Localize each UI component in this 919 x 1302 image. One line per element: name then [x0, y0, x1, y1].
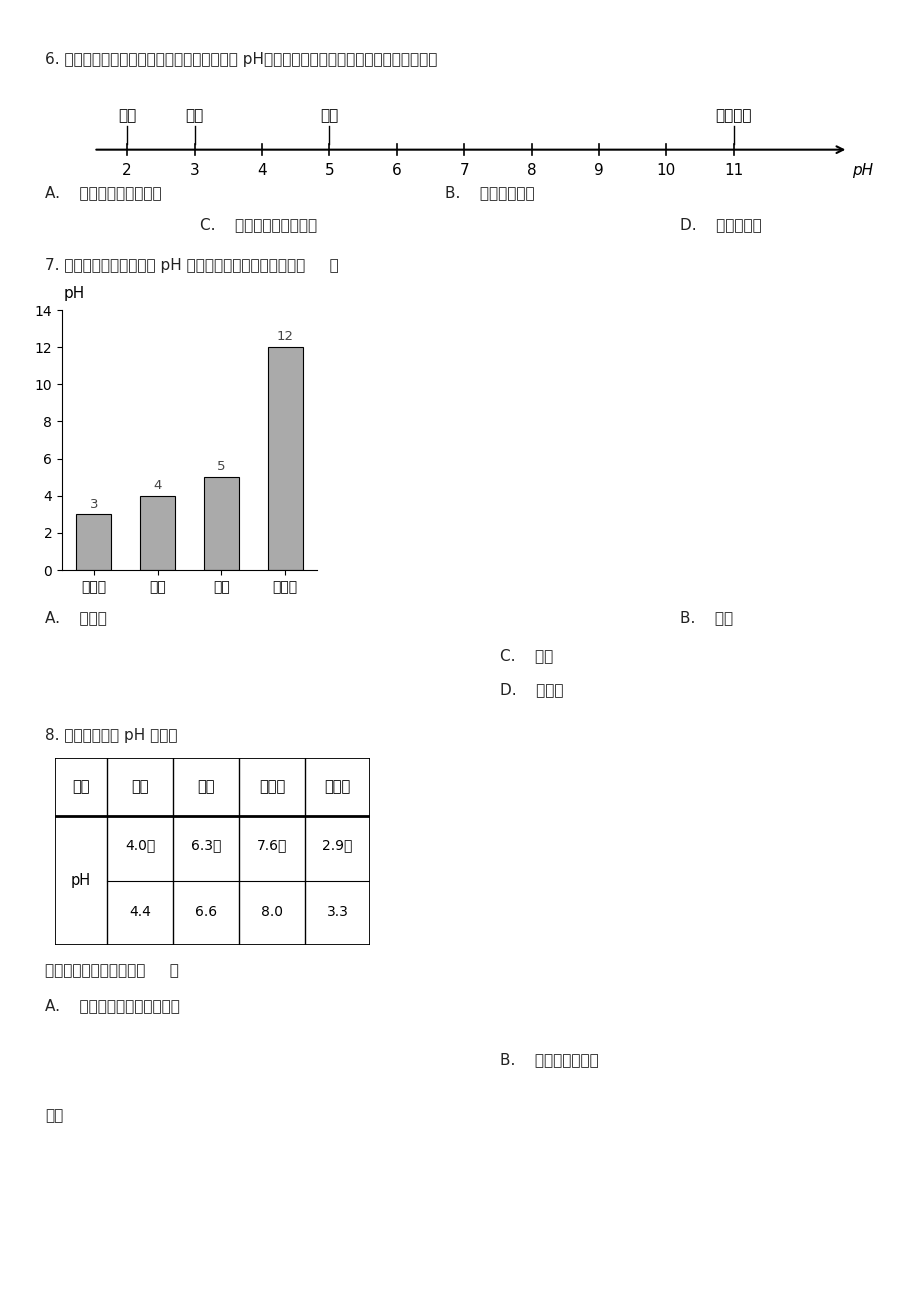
Text: pH: pH	[71, 874, 91, 888]
Text: A.    胃酸过多的人应少食苹果: A. 胃酸过多的人应少食苹果	[45, 999, 180, 1013]
Text: 7: 7	[459, 163, 469, 178]
Text: D.    洗发水: D. 洗发水	[499, 682, 562, 697]
Text: 3.3: 3.3	[326, 905, 348, 919]
Bar	[204, 477, 239, 570]
Text: 3: 3	[89, 497, 98, 510]
Text: A.    苹果汁: A. 苹果汁	[45, 611, 107, 625]
Text: 11: 11	[723, 163, 743, 178]
Text: 橘子: 橘子	[186, 108, 203, 122]
Text: pH: pH	[63, 285, 85, 301]
Text: 食物: 食物	[73, 780, 90, 794]
Text: 8. 一些食物近似 pH 如下表: 8. 一些食物近似 pH 如下表	[45, 728, 177, 743]
Text: D.    萝卜显中性: D. 萝卜显中性	[679, 217, 761, 232]
Text: 5: 5	[217, 461, 225, 474]
Text: 7. 某同学测得一些物质的 pH 如图所示，其中显碱性的是（     ）: 7. 某同学测得一些物质的 pH 如图所示，其中显碱性的是（ ）	[45, 258, 338, 273]
Text: 4: 4	[153, 479, 162, 492]
Text: 鸡蛋清: 鸡蛋清	[258, 780, 285, 794]
Text: A.    柠檬的酸性比橘子弱: A. 柠檬的酸性比橘子弱	[45, 185, 162, 201]
Bar	[76, 514, 111, 570]
Text: 8: 8	[527, 163, 536, 178]
Text: 7.6～: 7.6～	[256, 838, 287, 852]
Bar	[140, 496, 175, 570]
Text: 番茄: 番茄	[131, 780, 149, 794]
Text: C.    草木灰水的碱性最强: C. 草木灰水的碱性最强	[199, 217, 317, 232]
Text: B.    汽水: B. 汽水	[679, 611, 732, 625]
Text: 草木灰水: 草木灰水	[715, 108, 751, 122]
Text: 6. 下图表示的是身边一些物质在常温下的近似 pH，有关这些物质的比较和判断正确的是（）: 6. 下图表示的是身边一些物质在常温下的近似 pH，有关这些物质的比较和判断正确…	[45, 52, 437, 66]
Bar	[267, 348, 302, 570]
Text: B.    橘子汁显碱性: B. 橘子汁显碱性	[445, 185, 534, 201]
Text: 柠檬: 柠檬	[118, 108, 136, 122]
Text: 3: 3	[189, 163, 199, 178]
Text: 6.6: 6.6	[195, 905, 217, 919]
Text: 4.0～: 4.0～	[125, 838, 155, 852]
Text: B.    番茄汁属于酸性: B. 番茄汁属于酸性	[499, 1052, 598, 1068]
Text: 食品: 食品	[45, 1108, 63, 1124]
Text: 苹果汁: 苹果汁	[324, 780, 350, 794]
Text: 6: 6	[391, 163, 402, 178]
Text: C.    酱油: C. 酱油	[499, 648, 552, 663]
Text: 2.9～: 2.9～	[322, 838, 352, 852]
Text: 4: 4	[257, 163, 267, 178]
Text: 牛奶: 牛奶	[197, 780, 214, 794]
Text: 6.3～: 6.3～	[190, 838, 221, 852]
Text: 10: 10	[656, 163, 675, 178]
Text: 则下列说法不正确的是（     ）: 则下列说法不正确的是（ ）	[45, 963, 178, 978]
Text: 2: 2	[122, 163, 131, 178]
Text: 4.4: 4.4	[129, 905, 151, 919]
Text: 5: 5	[324, 163, 334, 178]
Text: pH: pH	[851, 163, 872, 178]
Text: 12: 12	[277, 331, 293, 344]
Text: 8.0: 8.0	[261, 905, 283, 919]
Text: 萝卜: 萝卜	[320, 108, 338, 122]
Text: 9: 9	[594, 163, 603, 178]
